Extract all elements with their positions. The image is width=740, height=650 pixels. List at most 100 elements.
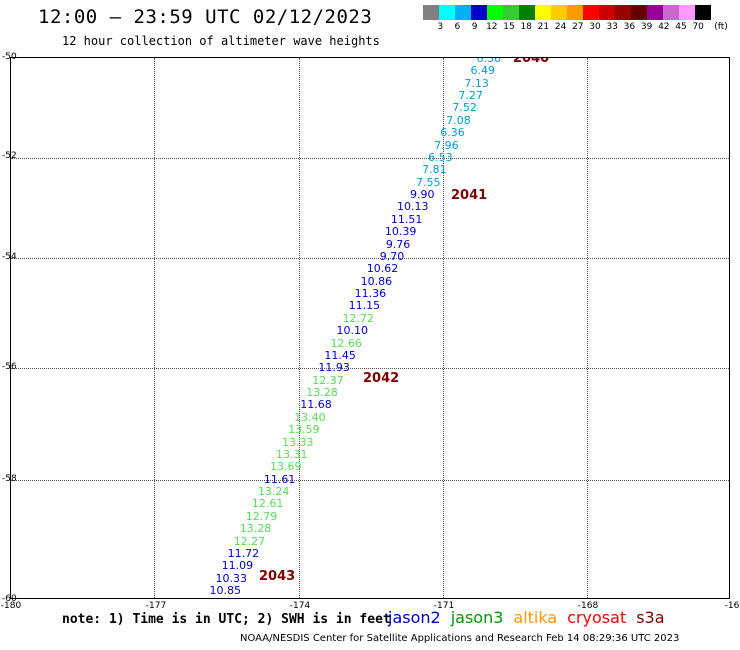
legend-label: 12	[486, 22, 498, 32]
satellite-name: altika	[513, 608, 558, 627]
legend-label: 18	[520, 22, 532, 32]
wave-height-value: 12.66	[330, 336, 362, 350]
meridian-line	[299, 58, 300, 598]
legend-swatch	[695, 5, 711, 20]
wave-height-value: 13.40	[294, 410, 326, 424]
latitude-label: -56	[2, 362, 17, 372]
legend-swatch	[519, 5, 535, 20]
wave-height-value: 13.28	[239, 522, 272, 536]
wave-height-map: 6.36 6.49 7.13 7.27 7.52 7.08 6.36 7.96 6.53 7.81…	[10, 57, 730, 599]
parallel-line	[11, 480, 729, 481]
wave-height-value: 11.36	[354, 287, 387, 301]
satellite-legend: jason2 jason3 altika cryosat s3a	[388, 608, 675, 627]
legend-swatch	[599, 5, 615, 20]
legend-swatch	[663, 5, 679, 20]
wave-height-value: 10.85	[209, 584, 242, 597]
pass-label: 2041	[451, 188, 488, 203]
legend-swatch	[455, 5, 471, 20]
wave-height-value: 13.59	[288, 423, 320, 437]
legend-label: 21	[537, 22, 550, 32]
wave-height-value: 12.72	[342, 311, 375, 325]
longitude-label: -168	[577, 601, 599, 611]
legend-label: 15	[503, 22, 515, 32]
legend-label: 36	[623, 22, 636, 32]
legend-swatch	[471, 5, 487, 20]
longitude-label: -16	[724, 601, 740, 611]
wave-height-value: 7.52	[452, 101, 477, 115]
legend-swatch	[567, 5, 583, 20]
wave-height-value: 10.39	[384, 225, 417, 239]
legend-swatch	[647, 5, 663, 20]
latitude-label: -54	[2, 252, 17, 262]
legend-label: 27	[572, 22, 584, 32]
satellite-name: jason2	[388, 608, 441, 627]
legend-swatch	[631, 5, 647, 20]
pass-label: 2042	[363, 371, 400, 386]
wave-height-value: 9.76	[385, 237, 411, 251]
wave-height-value: 12.27	[233, 534, 266, 548]
latitude-label: -60	[2, 594, 17, 604]
legend-label: 70	[692, 22, 704, 32]
satellite-name: s3a	[636, 608, 665, 627]
legend-swatch	[583, 5, 599, 20]
wave-height-value: 11.51	[390, 212, 423, 226]
wave-height-value: 10.13	[396, 200, 429, 214]
satellite-name: cryosat	[567, 608, 627, 627]
wave-height-value: 13.24	[257, 485, 290, 499]
wave-height-value: 11.93	[318, 361, 350, 375]
longitude-label: -171	[433, 601, 455, 611]
wave-height-value: 12.79	[245, 509, 278, 523]
legend-labels: 3 6 9 12 15 18 21 24 27 30 33 36 39 42 45 70 (ft)	[423, 20, 740, 32]
wave-height-value: 13.33	[282, 435, 314, 449]
wave-height-value: 6.36	[476, 57, 502, 65]
wave-height-value: 7.08	[446, 113, 471, 127]
legend-label: 24	[554, 22, 567, 32]
legend-swatch	[503, 5, 519, 20]
wave-height-value: 7.27	[458, 89, 483, 103]
pass-label: 2040	[513, 57, 550, 66]
legend-label: 9	[471, 22, 478, 32]
wave-height-value: 9.90	[410, 188, 435, 202]
legend-label: 6	[454, 22, 461, 32]
wave-height-value: 13.31	[276, 447, 308, 461]
meridian-line	[587, 58, 588, 598]
legend-swatch	[679, 5, 695, 20]
longitude-label: -174	[289, 601, 311, 611]
parallel-line	[11, 258, 729, 259]
wave-height-value: 9.70	[379, 249, 405, 263]
legend-swatch	[551, 5, 567, 20]
wave-height-value: 11.72	[227, 546, 260, 560]
wave-height-value: 12.37	[312, 373, 344, 387]
wave-height-value: 11.15	[348, 299, 381, 313]
satellite-name: jason3	[450, 608, 504, 627]
longitude-label: -177	[145, 601, 167, 611]
meridian-line	[154, 58, 155, 598]
wave-height-value: 11.09	[221, 559, 254, 573]
wave-height-value: 11.45	[324, 348, 356, 362]
footnote: note: 1) Time is in UTC; 2) SWH is in fe…	[62, 612, 391, 627]
wave-height-value: 7.13	[464, 76, 489, 90]
latitude-label: -58	[2, 474, 17, 484]
longitude-label: -180	[0, 601, 22, 611]
wave-height-value: 7.96	[434, 138, 459, 152]
legend-label: 45	[675, 22, 687, 32]
legend-label: 42	[658, 22, 670, 32]
wave-height-value: 10.86	[360, 274, 393, 288]
map-subtitle: 12 hour collection of altimeter wave hei…	[62, 34, 380, 48]
parallel-line	[11, 158, 729, 159]
wave-height-value: 7.55	[416, 175, 441, 189]
wave-height-value: 13.28	[306, 386, 338, 400]
legend-swatch	[615, 5, 631, 20]
pass-label: 2043	[259, 569, 296, 584]
wave-height-value: 13.69	[269, 460, 302, 474]
wave-height-value: 12.61	[251, 497, 284, 511]
legend-label: 30	[589, 22, 601, 32]
color-legend: 3 6 9 12 15 18 21 24 27 30 33 36 39 42 45 70 (ft)	[423, 5, 740, 32]
legend-swatch	[439, 5, 455, 20]
legend-swatch	[535, 5, 551, 20]
wave-height-value: 10.62	[366, 262, 399, 276]
meridian-line	[443, 58, 444, 598]
wave-height-value: 6.49	[470, 64, 495, 78]
wave-height-value: 6.36	[440, 126, 465, 140]
legend-swatches	[423, 5, 740, 20]
